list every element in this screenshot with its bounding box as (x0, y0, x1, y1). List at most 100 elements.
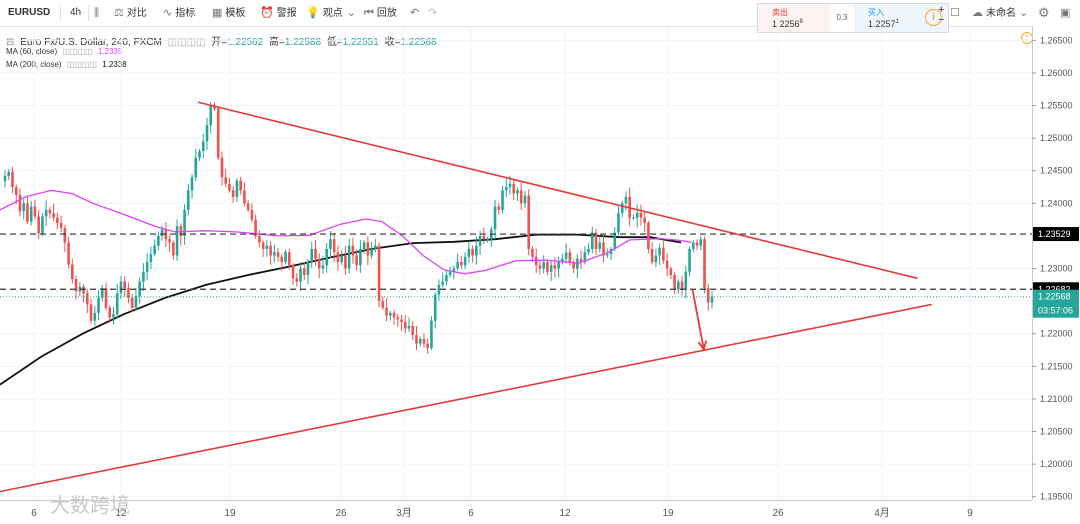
candle-body (557, 262, 560, 269)
candle-body (531, 248, 534, 257)
sell-button[interactable]: 卖出 1.22568 (758, 4, 830, 32)
x-tick-label: 12 (115, 508, 127, 519)
candle-body (112, 314, 115, 318)
legend-controls-icon[interactable]: ◫◫◫◫ (66, 60, 98, 69)
candle-body (590, 232, 594, 249)
candle-body (430, 320, 433, 349)
candle-body (415, 335, 418, 344)
x-tick-label: 6 (468, 508, 474, 519)
candle-body (519, 190, 523, 204)
high-label: 高= (269, 37, 285, 48)
buy-button[interactable]: 买入 1.22571 i (854, 4, 948, 32)
candle-body (620, 203, 624, 214)
ideas-button[interactable]: 💡 观点 ⌄ (306, 0, 359, 26)
candle-body (546, 262, 549, 272)
candle-body (497, 206, 501, 210)
candle-body (643, 217, 646, 223)
candle-body (460, 262, 463, 266)
candle-body (673, 275, 676, 290)
candle-body (209, 105, 213, 126)
candles (3, 101, 714, 355)
candle-body (175, 226, 179, 256)
x-tick-label: 6 (31, 508, 37, 519)
undo-icon: ↶ (410, 7, 420, 19)
candle-body (602, 242, 605, 256)
y-tick-label: 1.26500 (1040, 35, 1073, 45)
candle-body (336, 252, 340, 263)
legend-controls-icon[interactable]: ◫◫◫◫ (167, 37, 206, 48)
candle-body (639, 213, 643, 218)
indicators-button[interactable]: ∿ 指标 (163, 0, 195, 26)
candle-body (67, 242, 70, 265)
down-arrow-head (697, 340, 708, 352)
symbol-selector[interactable]: EURUSD (8, 7, 51, 18)
alert-label: 警报 (276, 8, 297, 19)
template-icon: ▦ (212, 7, 223, 19)
candle-body (437, 284, 441, 295)
candle-body (613, 232, 617, 249)
camera-button[interactable]: ▣ (1060, 0, 1073, 26)
y-tick-label: 1.21000 (1040, 394, 1073, 404)
chart-type-button[interactable]: ⫼ (94, 0, 102, 26)
settings-button[interactable]: ⚙ (1038, 0, 1053, 26)
square-icon: ☐ (950, 7, 960, 19)
layout-name: 未命名 (986, 8, 1016, 19)
price-chart[interactable]: 1.26500 1.26000 1.25500 1.25000 1.24500 1.240… (0, 26, 1080, 524)
candle-body (186, 190, 190, 210)
legend-controls-icon[interactable]: ◫◫◫◫ (62, 47, 93, 56)
candle-body (400, 319, 403, 323)
open-value: 1.22562 (227, 37, 264, 48)
chevron-down-icon: ⌄ (1019, 7, 1029, 19)
templates-label: 模板 (225, 8, 246, 19)
undo-button[interactable]: ↶ (410, 0, 422, 26)
candle-body (108, 307, 112, 318)
spread-value: 0.3 (836, 13, 848, 22)
compare-button[interactable]: ⚖ 对比 (114, 0, 147, 26)
candle-body (381, 301, 385, 308)
candle-body (138, 281, 141, 296)
templates-button[interactable]: ▦ 模板 (212, 0, 245, 26)
candle-body (168, 239, 171, 243)
replay-button[interactable]: ⏮ 回放 (364, 0, 397, 26)
ideas-label: 观点 (322, 8, 343, 19)
candle-body (699, 239, 703, 246)
candle-body (56, 217, 59, 223)
candle-body (418, 338, 422, 344)
candle-body (635, 213, 639, 218)
redo-button[interactable]: ↷ (428, 0, 440, 26)
replay-label: 回放 (376, 8, 397, 19)
candle-body (374, 245, 377, 249)
alert-button[interactable]: ⏰ 警报 (260, 0, 297, 26)
interval-selector[interactable]: 4h (70, 7, 82, 18)
candle-body (703, 239, 706, 289)
grid (0, 26, 1032, 500)
y-tick-label: 1.21500 (1040, 361, 1073, 371)
candle-body (475, 245, 478, 256)
candle-body (433, 294, 437, 321)
candle-body (291, 265, 295, 279)
low-label: 低= (326, 37, 343, 48)
x-tick-label: 3月 (396, 507, 412, 519)
candlestick-icon: ⫼ (94, 7, 100, 19)
ma200-value: 1.2338 (102, 60, 127, 69)
redo-icon: ↷ (428, 7, 438, 19)
candle-body (33, 206, 37, 217)
info-icon[interactable]: i (925, 9, 942, 26)
y-tick-label: 1.24000 (1040, 198, 1073, 208)
candle-body (691, 242, 695, 249)
collapse-icon[interactable]: ⊟ (6, 37, 15, 48)
y-tick-label: 1.22000 (1040, 329, 1073, 339)
zoom-in-button[interactable]: + (938, 4, 945, 16)
indicators-label: 指标 (175, 8, 196, 19)
fullscreen-button[interactable]: ☐ (950, 0, 963, 26)
candle-body (157, 235, 160, 246)
candle-body (243, 190, 246, 204)
candle-body (22, 203, 26, 212)
candle-body (493, 206, 497, 230)
candle-body (572, 262, 575, 269)
zoom-out-button[interactable]: − (938, 14, 945, 26)
candle-body (463, 256, 467, 266)
layout-button[interactable]: ☁ 未命名 ⌄ (972, 0, 1031, 26)
candle-body (624, 196, 628, 204)
candle-body (568, 252, 572, 263)
